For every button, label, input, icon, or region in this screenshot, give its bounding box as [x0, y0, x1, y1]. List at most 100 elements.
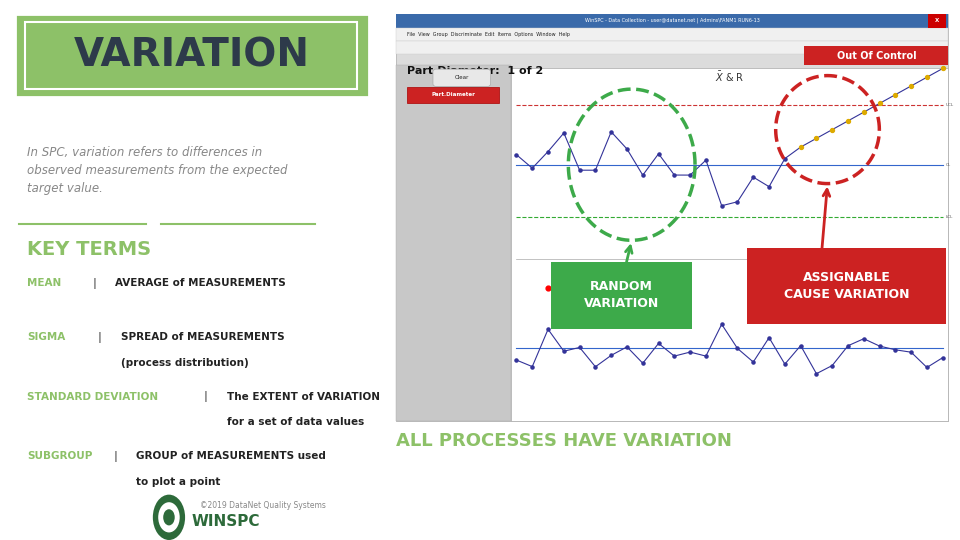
Point	[793, 341, 808, 350]
Point	[746, 357, 761, 366]
Point	[872, 99, 887, 108]
Text: STANDARD DEVIATION: STANDARD DEVIATION	[27, 392, 158, 402]
Text: VARIATION: VARIATION	[74, 36, 310, 74]
Point	[746, 173, 761, 181]
Point	[683, 348, 698, 356]
Text: and indicates a process is: and indicates a process is	[466, 523, 595, 532]
Point	[604, 127, 619, 136]
FancyBboxPatch shape	[511, 68, 948, 421]
Point	[636, 359, 651, 368]
Text: The EXTENT of VARIATION: The EXTENT of VARIATION	[227, 392, 379, 402]
Point	[730, 344, 745, 353]
Circle shape	[163, 509, 175, 525]
FancyBboxPatch shape	[551, 262, 692, 329]
FancyBboxPatch shape	[396, 14, 948, 421]
Point	[778, 360, 793, 368]
Point	[730, 198, 745, 206]
Text: ASSIGNABLE
CAUSE VARIATION: ASSIGNABLE CAUSE VARIATION	[783, 271, 909, 301]
Point	[540, 325, 556, 334]
Text: LCL: LCL	[946, 215, 953, 219]
Text: Clear: Clear	[455, 75, 468, 80]
Text: MEAN: MEAN	[27, 278, 61, 288]
Text: Out Of Control: Out Of Control	[837, 51, 916, 60]
Point	[793, 143, 808, 151]
Text: is the result of at least one: is the result of at least one	[497, 495, 628, 504]
FancyBboxPatch shape	[747, 248, 946, 324]
Point	[698, 156, 713, 165]
Point	[636, 171, 651, 179]
Point	[540, 147, 556, 156]
Point	[920, 73, 935, 82]
Text: for a set of data values: for a set of data values	[227, 417, 364, 428]
Point	[935, 353, 950, 362]
Text: GROUP of MEASUREMENTS used: GROUP of MEASUREMENTS used	[136, 451, 326, 461]
Text: UCL: UCL	[946, 103, 953, 107]
Point	[524, 164, 540, 172]
Text: ALL PROCESSES HAVE VARIATION: ALL PROCESSES HAVE VARIATION	[396, 432, 732, 450]
Text: OUT OF CONTROL.: OUT OF CONTROL.	[555, 523, 653, 532]
Text: |: |	[204, 392, 207, 402]
Text: Part.Diameter: Part.Diameter	[431, 92, 475, 97]
FancyBboxPatch shape	[804, 46, 948, 65]
Point	[604, 351, 619, 360]
Point	[808, 134, 824, 143]
FancyBboxPatch shape	[396, 14, 948, 28]
Point	[935, 64, 950, 73]
Text: RANDOM
VARIATION: RANDOM VARIATION	[584, 280, 659, 310]
Point	[556, 347, 571, 355]
Text: (process distribution): (process distribution)	[121, 358, 249, 368]
Text: KEY TERMS: KEY TERMS	[27, 240, 151, 259]
Point	[524, 362, 540, 371]
Circle shape	[153, 495, 185, 540]
Text: |: |	[92, 278, 96, 289]
FancyBboxPatch shape	[927, 14, 947, 28]
Text: EXTERNAL INFLUENCE: EXTERNAL INFLUENCE	[396, 523, 514, 532]
Text: ASSIGNABLE CAUSE VARIATION: ASSIGNABLE CAUSE VARIATION	[396, 495, 562, 504]
Text: AVERAGE of MEASUREMENTS: AVERAGE of MEASUREMENTS	[115, 278, 286, 288]
Text: ©2019 DataNet Quality Systems: ©2019 DataNet Quality Systems	[200, 501, 325, 510]
Point	[903, 82, 919, 90]
Point	[778, 154, 793, 163]
Point	[588, 362, 603, 371]
FancyBboxPatch shape	[407, 87, 499, 103]
Text: SPREAD of MEASUREMENTS: SPREAD of MEASUREMENTS	[121, 332, 284, 342]
FancyBboxPatch shape	[396, 41, 948, 54]
Point	[856, 108, 872, 117]
Point	[761, 333, 777, 342]
Point	[619, 342, 635, 351]
Point	[572, 166, 588, 174]
Point	[872, 342, 887, 350]
Point	[619, 145, 635, 153]
Point	[888, 90, 903, 99]
Point	[761, 183, 777, 191]
Circle shape	[158, 502, 180, 532]
Point	[920, 363, 935, 372]
Text: X: X	[935, 18, 939, 23]
Point	[540, 284, 556, 293]
Point	[683, 171, 698, 179]
Text: WINSPC: WINSPC	[192, 514, 260, 529]
Point	[856, 334, 872, 343]
Point	[572, 343, 588, 352]
Point	[509, 151, 524, 159]
Point	[840, 341, 855, 350]
Text: $\bar{X}$ & R: $\bar{X}$ & R	[715, 70, 744, 84]
Point	[808, 369, 824, 378]
Point	[825, 125, 840, 134]
Text: is normal and expected.: is normal and expected.	[458, 467, 576, 476]
Point	[666, 352, 682, 360]
Point	[651, 150, 666, 158]
Point	[714, 201, 730, 210]
Text: RANDOM VARIATION: RANDOM VARIATION	[396, 467, 505, 476]
Point	[556, 129, 571, 137]
Text: In SPC, variation refers to differences in
observed measurements from the expect: In SPC, variation refers to differences …	[27, 146, 287, 195]
Point	[588, 166, 603, 174]
Point	[714, 320, 730, 329]
FancyBboxPatch shape	[433, 69, 491, 86]
Point	[666, 171, 682, 179]
FancyBboxPatch shape	[396, 28, 948, 41]
Text: Part.Diameter:  1 of 2: Part.Diameter: 1 of 2	[407, 66, 543, 76]
Text: SIGMA: SIGMA	[27, 332, 65, 342]
Point	[903, 348, 919, 356]
Point	[698, 352, 713, 360]
